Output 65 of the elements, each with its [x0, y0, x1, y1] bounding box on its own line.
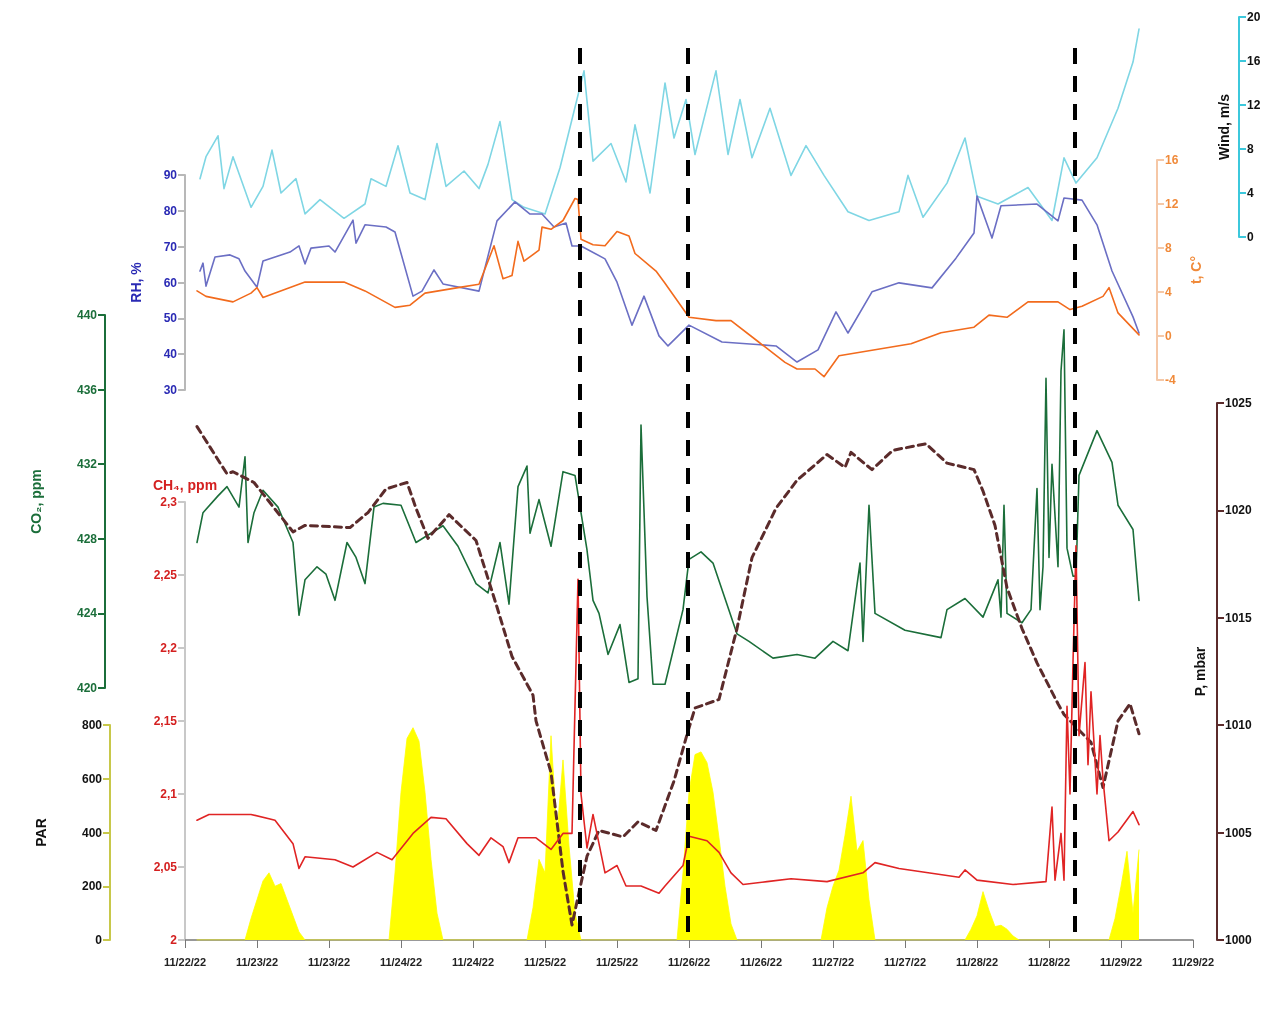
y-tick-label: 50: [163, 311, 178, 326]
y-tick-label: 2,25: [153, 568, 178, 582]
x-tick-label: 11/29/22: [1171, 955, 1215, 968]
y-tick-label: 436: [76, 382, 98, 397]
x-tick-label: 11/27/22: [883, 955, 927, 968]
y-tick-label: 424: [76, 606, 98, 621]
y-axis-title: CH₄, ppm: [152, 477, 218, 493]
y3-axis-title: Wind, m/s: [1216, 93, 1232, 160]
x-tick-label: 11/22/22: [163, 955, 207, 968]
y3-tick-label: 800: [81, 718, 103, 732]
x-tick-label: 11/26/22: [739, 955, 783, 968]
y-tick-label: 440: [76, 308, 98, 322]
y2-tick-label: 1020: [1225, 503, 1253, 518]
y-tick-label: 420: [76, 681, 98, 695]
y3-axis-title: PAR: [33, 818, 49, 847]
y2-tick-label: 1000: [1225, 933, 1253, 947]
y-tick-label: 2: [170, 933, 178, 947]
y2-axis-title: P, mbar: [1192, 646, 1208, 697]
y3-tick-label: 8: [1247, 142, 1254, 156]
y3-tick-label: 200: [81, 879, 103, 894]
x-tick-label: 11/28/22: [1027, 955, 1071, 968]
y-tick-label: 432: [76, 457, 98, 472]
y-tick-label: 2,05: [153, 860, 178, 874]
y2-tick-label: 4: [1165, 285, 1172, 299]
x-tick-label: 11/25/22: [523, 955, 567, 968]
x-tick-label: 11/26/22: [667, 955, 711, 968]
y-tick-label: 70: [163, 239, 178, 254]
x-tick-label: 11/25/22: [595, 955, 639, 968]
y2-tick-label: 1005: [1225, 825, 1253, 840]
x-tick-label: 11/23/22: [235, 955, 279, 968]
y2-tick-label: -4: [1165, 373, 1176, 387]
y-tick-label: 428: [76, 531, 98, 546]
x-tick-label: 11/24/22: [379, 955, 423, 968]
y-tick-label: 2,1: [160, 787, 178, 801]
y2-tick-label: 0: [1165, 329, 1172, 343]
y3-tick-label: 600: [81, 771, 103, 786]
y-axis-title: RH, %: [128, 261, 144, 303]
y2-axis-title: t, C°: [1188, 255, 1205, 285]
y3-tick-label: 16: [1247, 54, 1261, 68]
y-axis-title: CO₂, ppm: [28, 469, 44, 534]
y3-tick-label: 400: [81, 825, 103, 840]
y3-tick-label: 0: [1247, 230, 1254, 244]
x-tick-label: 11/29/22: [1099, 955, 1143, 968]
y-tick-label: 60: [163, 275, 178, 290]
y2-tick-label: 1010: [1225, 718, 1253, 733]
y-tick-label: 90: [163, 168, 178, 182]
y2-tick-label: 8: [1165, 241, 1172, 255]
y3-tick-label: 12: [1247, 98, 1261, 112]
x-tick-label: 11/27/22: [811, 955, 855, 968]
y3-tick-label: 20: [1247, 10, 1261, 24]
y-tick-label: 2,15: [153, 714, 178, 728]
y2-tick-label: 16: [1165, 153, 1179, 167]
y3-tick-label: 0: [95, 933, 103, 947]
y-tick-label: 80: [163, 203, 178, 218]
x-tick-label: 11/24/22: [451, 955, 495, 968]
y-tick-label: 2,3: [160, 495, 178, 509]
y-tick-label: 40: [163, 347, 178, 362]
y2-tick-label: 1015: [1225, 610, 1253, 625]
y2-tick-label: 1025: [1225, 396, 1253, 410]
y-tick-label: 2,2: [160, 641, 178, 655]
y2-tick-label: 12: [1165, 197, 1179, 211]
y-tick-label: 30: [163, 383, 178, 397]
x-tick-label: 11/28/22: [955, 955, 999, 968]
x-tick-label: 11/23/22: [307, 955, 351, 968]
y3-tick-label: 4: [1247, 186, 1254, 200]
